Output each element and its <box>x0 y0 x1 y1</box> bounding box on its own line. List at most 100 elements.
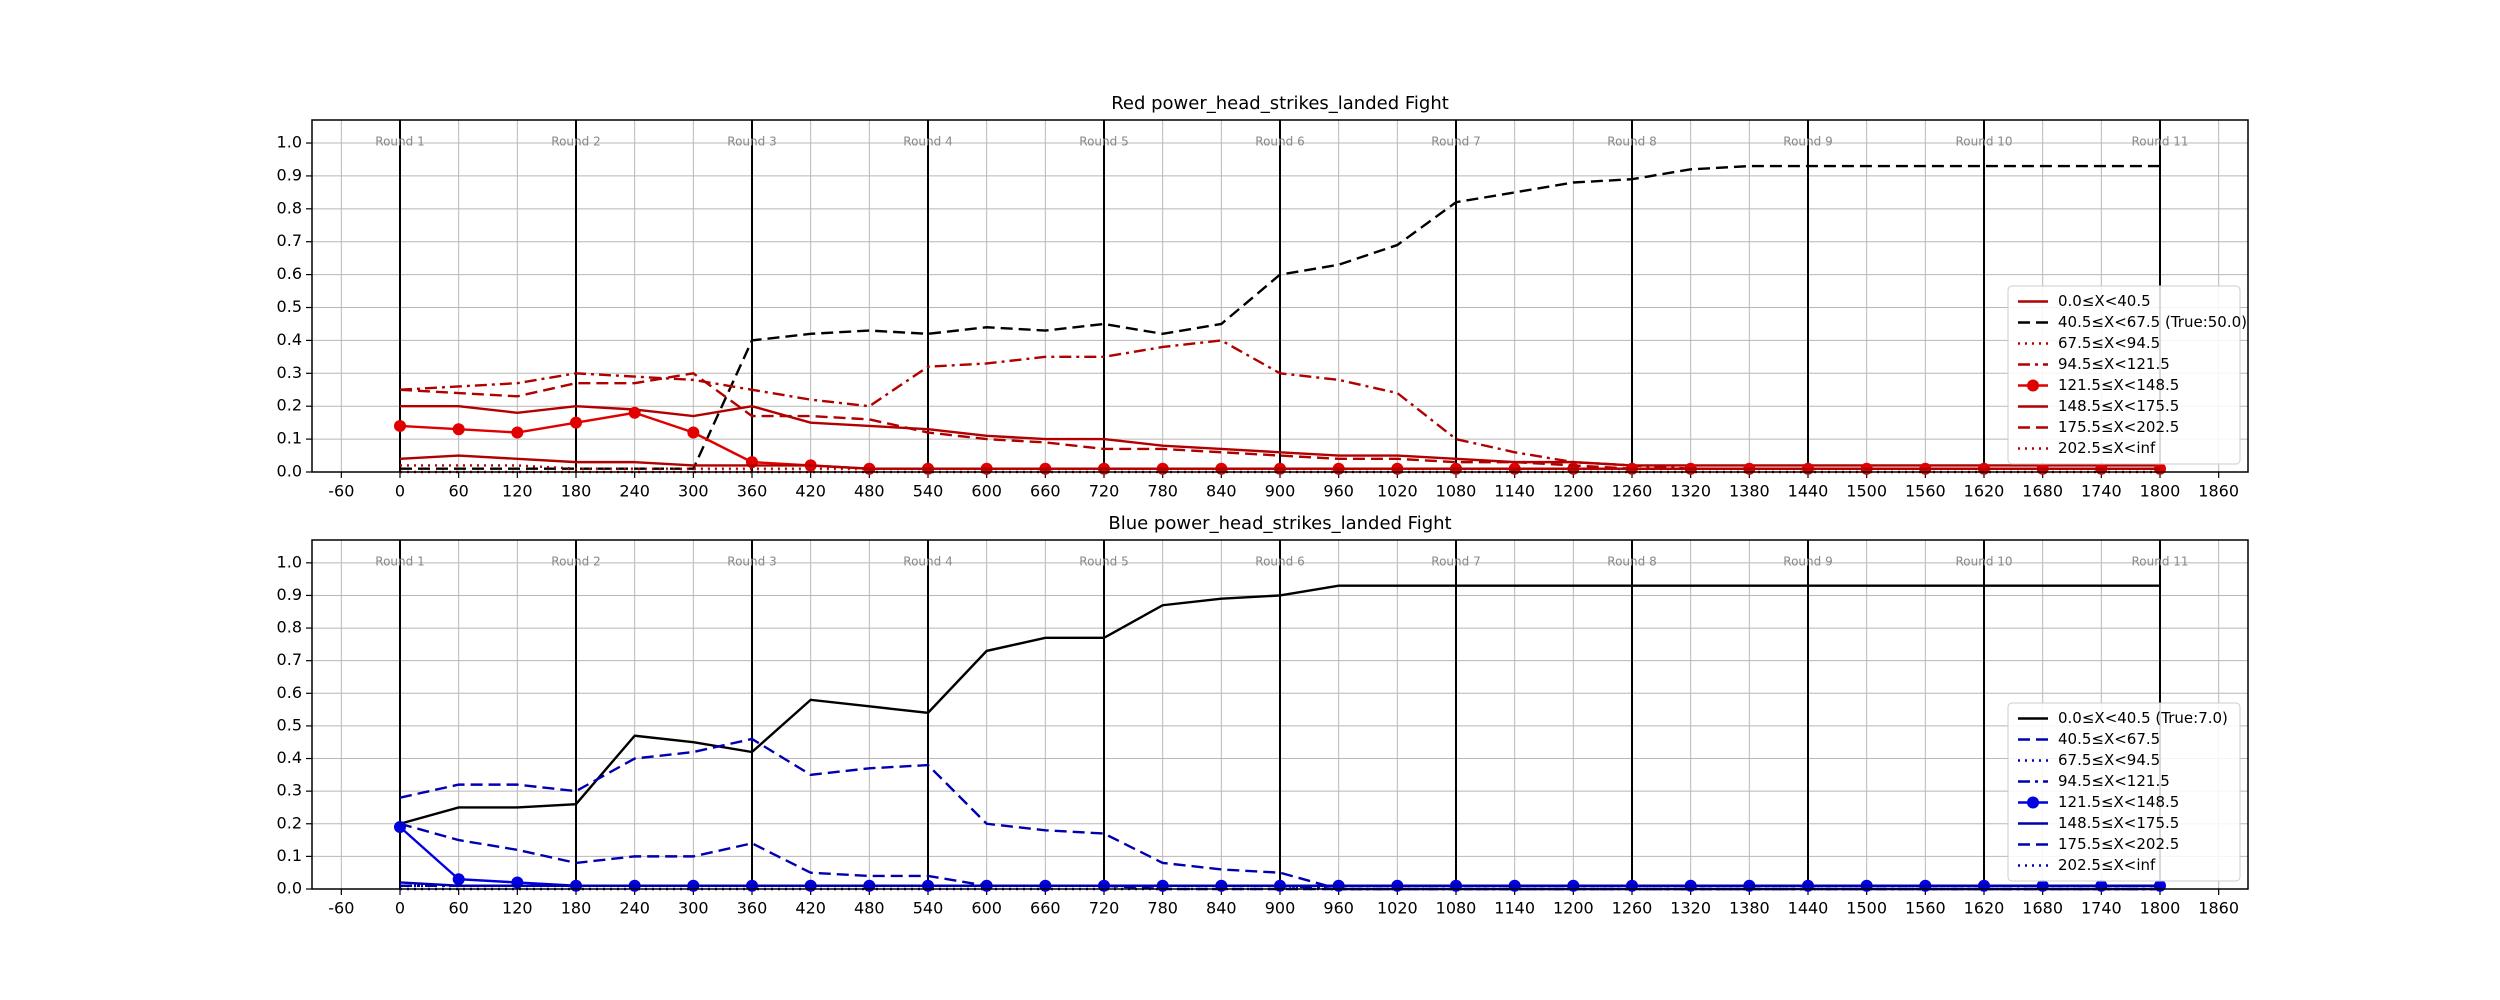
x-tick-label: 1260 <box>1612 482 1653 501</box>
data-point <box>394 821 406 834</box>
y-tick-label: 0.5 <box>277 297 302 316</box>
legend: 0.0≤X<40.5 (True:7.0) 40.5≤X<67.5 67.5≤X<9… <box>2007 702 2241 882</box>
legend-label: 94.5≤X<121.5 <box>2058 772 2170 790</box>
data-point <box>511 426 524 439</box>
x-tick-label: 120 <box>502 899 533 918</box>
round-label: Round 2 <box>551 135 600 149</box>
x-tick-label: 1860 <box>2198 482 2239 501</box>
y-tick-label: 1.0 <box>277 133 302 152</box>
legend-label: 40.5≤X<67.5 <box>2058 730 2160 748</box>
x-tick-label: 600 <box>971 899 1002 918</box>
x-tick-label: 720 <box>1089 482 1120 501</box>
round-label: Round 4 <box>903 555 952 569</box>
x-tick-label: 300 <box>678 899 709 918</box>
x-tick-label: 1080 <box>1436 899 1477 918</box>
x-tick-label: 960 <box>1323 899 1354 918</box>
round-label: Round 9 <box>1783 135 1832 149</box>
legend-label: 202.5≤X<inf <box>2058 856 2156 874</box>
plot-frame <box>311 119 2249 473</box>
y-tick-label: 1.0 <box>277 552 302 571</box>
round-label: Round 10 <box>1955 555 2012 569</box>
y-tick-label: 0.8 <box>277 198 302 217</box>
series-line <box>399 339 2160 470</box>
x-tick-label: 1020 <box>1377 482 1418 501</box>
x-tick-label: 720 <box>1089 899 1120 918</box>
data-point <box>394 419 406 432</box>
round-label: Round 9 <box>1783 555 1832 569</box>
round-label: Round 11 <box>2131 555 2188 569</box>
y-tick-label: 0.4 <box>277 330 302 349</box>
legend-marker <box>2027 379 2039 392</box>
round-label: Round 2 <box>551 555 600 569</box>
x-tick-label: 1380 <box>1729 899 1770 918</box>
x-tick-label: 1320 <box>1670 899 1711 918</box>
legend-label: 148.5≤X<175.5 <box>2058 397 2179 415</box>
x-tick-label: 600 <box>971 482 1002 501</box>
x-tick-label: 480 <box>854 899 885 918</box>
legend-label: 202.5≤X<inf <box>2058 439 2156 457</box>
round-label: Round 6 <box>1255 135 1304 149</box>
y-tick-label: 0.9 <box>277 585 302 604</box>
x-tick-label: 60 <box>448 899 468 918</box>
y-tick-label: 0.5 <box>277 715 302 734</box>
x-tick-label: 780 <box>1147 899 1178 918</box>
data-point <box>570 416 582 429</box>
x-tick-label: 1800 <box>2140 899 2181 918</box>
series-line <box>399 372 2160 470</box>
x-tick-label: 60 <box>448 482 468 501</box>
x-tick-label: 360 <box>737 899 768 918</box>
x-tick-label: 1860 <box>2198 899 2239 918</box>
x-tick-label: 0 <box>395 482 405 501</box>
y-tick-label: 0.1 <box>277 429 302 448</box>
x-tick-label: 1560 <box>1905 482 1946 501</box>
y-tick-label: 0.7 <box>277 231 302 250</box>
y-tick-label: 0.7 <box>277 650 302 669</box>
x-tick-label: 420 <box>795 482 826 501</box>
round-label: Round 4 <box>903 135 952 149</box>
round-label: Round 11 <box>2131 135 2188 149</box>
x-tick-label: 1020 <box>1377 899 1418 918</box>
legend-box <box>2007 702 2241 882</box>
legend-marker <box>2027 796 2039 809</box>
series-line <box>399 584 2160 825</box>
x-tick-label: 300 <box>678 482 709 501</box>
x-tick-label: 540 <box>913 482 944 501</box>
x-tick-label: 660 <box>1030 482 1061 501</box>
data-point <box>628 406 641 419</box>
chart-title: Red power_head_strikes_landed Fight <box>1111 93 1449 114</box>
round-label: Round 8 <box>1607 135 1656 149</box>
x-tick-label: 1620 <box>1964 899 2005 918</box>
y-tick-label: 0.0 <box>277 462 302 481</box>
x-tick-label: 1740 <box>2081 482 2122 501</box>
y-tick-label: 0.6 <box>277 264 302 283</box>
series-line <box>400 164 2160 470</box>
data-point <box>687 426 700 439</box>
legend-label: 121.5≤X<148.5 <box>2058 793 2179 811</box>
x-tick-label: 0 <box>395 899 405 918</box>
x-tick-label: 1680 <box>2022 899 2063 918</box>
data-point <box>452 423 465 436</box>
x-tick-label: 240 <box>619 899 650 918</box>
x-tick-label: 1140 <box>1494 899 1535 918</box>
legend-label: 0.0≤X<40.5 (True:7.0) <box>2058 709 2228 727</box>
x-tick-label: 1200 <box>1553 482 1594 501</box>
x-tick-label: 1320 <box>1670 482 1711 501</box>
legend-label: 175.5≤X<202.5 <box>2058 835 2179 853</box>
x-tick-label: 480 <box>854 482 885 501</box>
legend-label: 0.0≤X<40.5 <box>2058 292 2151 310</box>
round-label: Round 1 <box>375 555 424 569</box>
x-tick-label: 1140 <box>1494 482 1535 501</box>
legend: 0.0≤X<40.5 40.5≤X<67.5 (True:50.0) 67.5≤X<… <box>2007 285 2247 465</box>
y-tick-label: 0.8 <box>277 618 302 637</box>
y-tick-label: 0.0 <box>277 879 302 898</box>
legend-label: 175.5≤X<202.5 <box>2058 418 2179 436</box>
x-tick-label: 1380 <box>1729 482 1770 501</box>
round-label: Round 5 <box>1079 555 1128 569</box>
legend-label: 67.5≤X<94.5 <box>2058 751 2160 769</box>
y-tick-label: 0.3 <box>277 781 302 800</box>
x-tick-label: 540 <box>913 899 944 918</box>
x-tick-label: 1740 <box>2081 899 2122 918</box>
legend-label: 40.5≤X<67.5 (True:50.0) <box>2058 313 2247 331</box>
y-tick-label: 0.2 <box>277 396 302 415</box>
